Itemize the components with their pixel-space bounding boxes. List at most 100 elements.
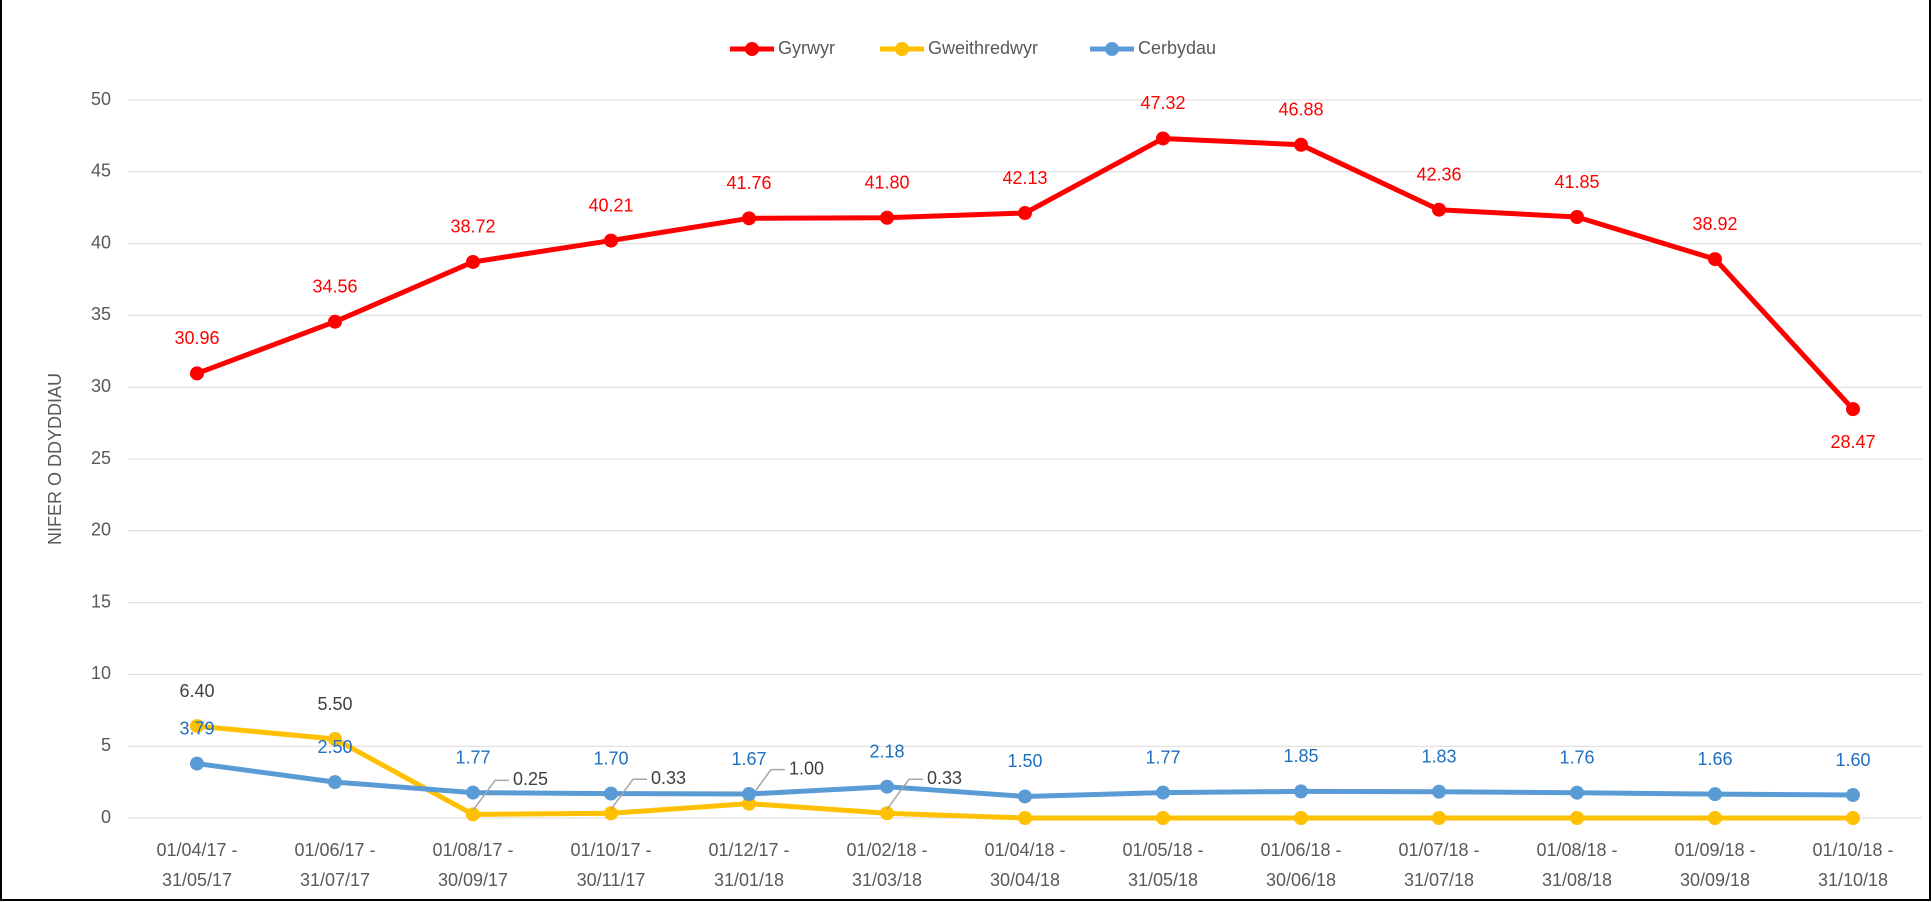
y-axis-title: NIFER O DDYDDIAU <box>45 373 65 545</box>
point <box>1018 811 1032 825</box>
data-label: 38.72 <box>450 217 495 237</box>
x-tick-label: 30/06/18 <box>1266 870 1336 890</box>
point <box>1156 131 1170 146</box>
data-label: 6.40 <box>179 681 214 701</box>
point <box>328 314 342 329</box>
x-tick-label: 31/03/18 <box>852 870 922 890</box>
x-tick-label: 01/10/17 - <box>570 840 651 860</box>
point <box>1294 137 1308 152</box>
x-tick-label: 01/04/18 - <box>984 840 1065 860</box>
x-tick-label: 01/07/18 - <box>1398 840 1479 860</box>
data-label: 0.33 <box>927 768 962 788</box>
point <box>190 756 204 771</box>
x-tick-label: 01/05/18 - <box>1122 840 1203 860</box>
point <box>742 796 756 811</box>
leader-line <box>472 779 509 811</box>
point <box>1156 785 1170 800</box>
data-label: 42.13 <box>1002 168 1047 188</box>
leader-line <box>886 778 923 810</box>
data-label: 41.76 <box>726 173 771 193</box>
point <box>466 785 480 800</box>
point <box>1846 788 1860 803</box>
point <box>1570 210 1584 225</box>
data-label: 2.18 <box>869 741 904 761</box>
x-tick-label: 01/06/17 - <box>294 840 375 860</box>
data-label: 1.77 <box>455 747 490 767</box>
data-label: 1.00 <box>789 758 824 778</box>
point <box>1294 811 1308 825</box>
data-label: 1.67 <box>731 749 766 769</box>
data-label: 0.33 <box>651 768 686 788</box>
x-tick-label: 31/07/18 <box>1404 870 1474 890</box>
data-label: 1.70 <box>593 748 628 768</box>
data-label: 46.88 <box>1278 100 1323 120</box>
data-label: 41.85 <box>1554 172 1599 192</box>
data-label: 1.60 <box>1835 750 1870 770</box>
point <box>1708 252 1722 267</box>
data-label: 28.47 <box>1830 432 1875 452</box>
point <box>1708 787 1722 802</box>
point <box>466 807 480 822</box>
legend-marker <box>895 42 909 56</box>
leader-line <box>610 778 647 810</box>
data-label: 38.92 <box>1692 214 1737 234</box>
point <box>880 806 894 821</box>
x-tick-label: 30/11/17 <box>577 870 646 890</box>
point <box>742 787 756 802</box>
x-tick-label: 31/05/18 <box>1128 870 1198 890</box>
point <box>880 779 894 794</box>
x-tick-label: 30/04/18 <box>990 870 1060 890</box>
point <box>1708 811 1722 825</box>
point <box>604 233 618 248</box>
x-tick-label: 01/10/18 - <box>1812 840 1893 860</box>
x-tick-label: 01/09/18 - <box>1674 840 1755 860</box>
point <box>1432 784 1446 799</box>
y-tick-label: 20 <box>91 520 111 540</box>
leader-line <box>748 768 785 801</box>
x-tick-label: 31/05/17 <box>162 870 232 890</box>
point <box>190 366 204 381</box>
data-label: 1.66 <box>1697 749 1732 769</box>
data-label: 34.56 <box>312 276 357 296</box>
point <box>466 254 480 269</box>
point <box>1432 811 1446 825</box>
x-tick-label: 31/08/18 <box>1542 870 1612 890</box>
point <box>1432 202 1446 217</box>
data-label: 1.85 <box>1283 746 1318 766</box>
point <box>742 211 756 226</box>
x-tick-label: 01/08/17 - <box>432 840 513 860</box>
data-label: 40.21 <box>588 195 633 215</box>
y-tick-label: 40 <box>91 232 111 252</box>
point <box>1018 789 1032 804</box>
data-label: 42.36 <box>1416 164 1461 184</box>
y-tick-label: 35 <box>91 304 111 324</box>
data-label: 1.83 <box>1421 746 1456 766</box>
legend-label: Cerbydau <box>1138 38 1216 58</box>
data-label: 0.25 <box>513 769 548 789</box>
x-tick-label: 30/09/17 <box>438 870 508 890</box>
data-label: 41.80 <box>864 173 909 193</box>
y-tick-label: 0 <box>101 807 111 827</box>
point <box>190 719 204 734</box>
data-label: 1.50 <box>1007 751 1042 771</box>
data-label: 1.77 <box>1145 747 1180 767</box>
x-tick-label: 31/07/17 <box>300 870 370 890</box>
point <box>1846 811 1860 825</box>
x-tick-label: 01/02/18 - <box>846 840 927 860</box>
point <box>1570 811 1584 825</box>
point <box>1846 402 1860 417</box>
y-tick-label: 45 <box>91 161 111 181</box>
legend-label: Gyrwyr <box>778 38 835 58</box>
legend-marker <box>1105 42 1119 56</box>
point <box>880 210 894 225</box>
point <box>1570 785 1584 800</box>
x-tick-label: 01/08/18 - <box>1536 840 1617 860</box>
point <box>328 775 342 790</box>
x-tick-label: 30/09/18 <box>1680 870 1750 890</box>
y-tick-label: 30 <box>91 376 111 396</box>
x-tick-label: 31/10/18 <box>1818 870 1888 890</box>
data-label: 5.50 <box>317 694 352 714</box>
point <box>1018 206 1032 221</box>
